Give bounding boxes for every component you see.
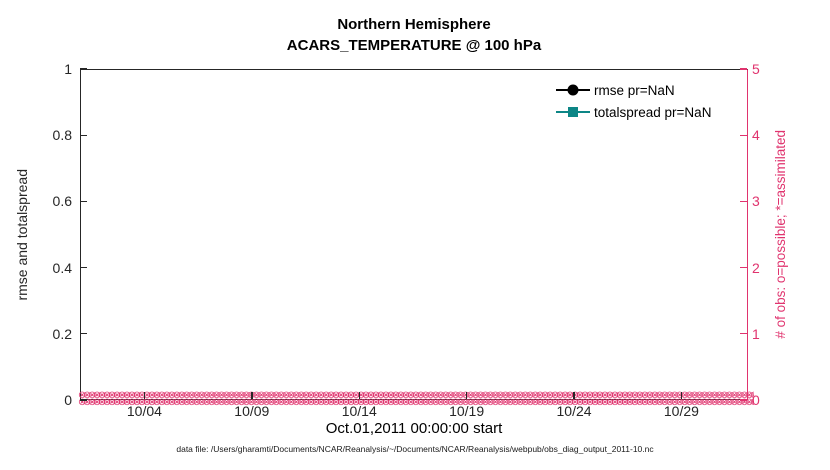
legend-item-totalspread: totalspread pr=NaN	[556, 101, 711, 123]
right-y-tick-mark	[740, 134, 747, 136]
right-y-tick-mark	[740, 399, 747, 401]
legend-label-rmse: rmse pr=NaN	[594, 82, 675, 98]
right-y-axis-label: # of obs: o=possible; *=assimilated	[772, 130, 788, 339]
x-tick-mark	[143, 392, 146, 399]
legend: rmse pr=NaN totalspread pr=NaN	[556, 79, 711, 123]
right-y-tick-label: 0	[752, 392, 760, 408]
left-y-tick-label: 0.4	[52, 259, 72, 276]
left-y-tick-label: 0	[64, 392, 72, 408]
x-tick-label: 10/19	[449, 403, 485, 419]
left-y-tick-label: 1	[64, 61, 72, 77]
left-y-tick-mark	[80, 200, 87, 203]
left-y-tick-mark	[80, 333, 87, 335]
left-y-axis-label: rmse and totalspread	[14, 168, 30, 301]
right-y-tick-label: 2	[752, 259, 760, 276]
totalspread-line-sample	[556, 107, 590, 117]
right-y-tick-label: 3	[752, 193, 760, 210]
left-y-tick-mark	[80, 267, 87, 269]
x-axis-label: Oct.01,2011 00:00:00 start	[325, 420, 503, 437]
rmse-line-sample	[556, 84, 590, 96]
legend-item-rmse: rmse pr=NaN	[556, 79, 711, 101]
left-y-tick-mark	[80, 399, 87, 401]
right-y-tick-label: 1	[752, 325, 760, 342]
right-y-tick-mark	[740, 200, 747, 203]
left-y-tick-label: 0.2	[52, 325, 72, 342]
chart-titles: Northern Hemisphere ACARS_TEMPERATURE @ …	[80, 14, 748, 56]
rmse-circle-marker-icon	[567, 84, 579, 96]
left-y-tick-mark	[80, 134, 87, 136]
right-y-tick-label: 5	[752, 61, 760, 77]
right-y-tick-mark	[740, 68, 747, 70]
chart-title: Northern Hemisphere	[337, 16, 491, 33]
obs-count-zero-marker-band: ⊗⊗⊗⊗⊗⊗⊗⊗⊗⊗⊗⊗⊗⊗⊗⊗⊗⊗⊗⊗⊗⊗⊗⊗⊗⊗⊗⊗⊗⊗⊗⊗⊗⊗⊗⊗⊗⊗⊗⊗…	[78, 391, 754, 407]
plot-area	[80, 69, 748, 400]
x-tick-label: 10/09	[234, 403, 270, 419]
right-y-axis-label-wrap: # of obs: o=possible; *=assimilated	[770, 69, 790, 400]
x-tick-mark	[680, 392, 683, 399]
x-tick-label: 10/04	[126, 403, 162, 419]
x-tick-mark	[466, 392, 468, 399]
left-y-axis-label-wrap: rmse and totalspread	[12, 69, 32, 400]
left-y-tick-mark	[80, 68, 87, 70]
x-tick-label: 10/24	[556, 403, 592, 419]
x-tick-mark	[358, 392, 360, 399]
x-tick-label: 10/14	[341, 403, 377, 419]
right-y-tick-mark	[740, 333, 747, 335]
obs-assimilated-marker-row: ⊗⊗⊗⊗⊗⊗⊗⊗⊗⊗⊗⊗⊗⊗⊗⊗⊗⊗⊗⊗⊗⊗⊗⊗⊗⊗⊗⊗⊗⊗⊗⊗⊗⊗⊗⊗⊗⊗⊗⊗…	[78, 397, 754, 408]
right-y-tick-mark	[740, 267, 747, 269]
left-y-tick-label: 0.6	[52, 193, 72, 210]
totalspread-square-marker-icon	[568, 107, 578, 117]
legend-label-totalspread: totalspread pr=NaN	[594, 104, 712, 120]
obs-possible-marker-row: ⊗⊗⊗⊗⊗⊗⊗⊗⊗⊗⊗⊗⊗⊗⊗⊗⊗⊗⊗⊗⊗⊗⊗⊗⊗⊗⊗⊗⊗⊗⊗⊗⊗⊗⊗⊗⊗⊗⊗⊗…	[78, 391, 754, 401]
x-tick-mark	[573, 392, 575, 399]
left-y-tick-label: 0.8	[52, 127, 72, 144]
x-tick-label: 10/29	[663, 403, 699, 419]
right-y-tick-label: 4	[752, 127, 760, 144]
chart-subtitle: ACARS_TEMPERATURE @ 100 hPa	[286, 37, 542, 54]
data-file-caption: data file: /Users/gharamti/Documents/NCA…	[176, 444, 654, 454]
x-tick-mark	[251, 392, 253, 399]
